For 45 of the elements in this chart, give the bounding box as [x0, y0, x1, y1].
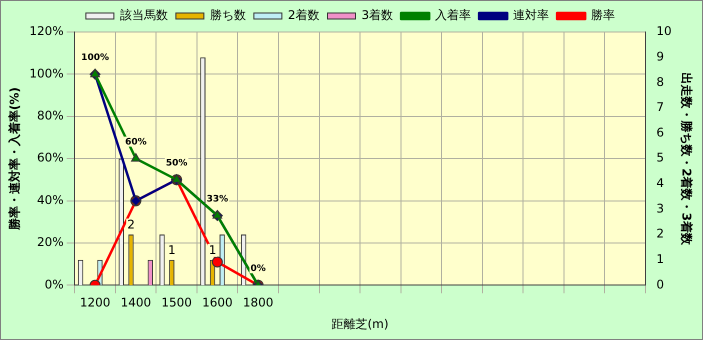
y2-tick-label: 6: [656, 125, 664, 140]
data-label: 2: [127, 218, 135, 232]
y-tick-label: 80%: [37, 108, 64, 123]
y2-tick-label: 0: [656, 277, 664, 292]
data-label: 50%: [166, 158, 188, 169]
x-axis-title: 距離芝(m): [331, 316, 389, 331]
y-axis-title: 勝率・連対率・入着率(%): [7, 87, 22, 232]
y-tick-label: 120%: [29, 24, 64, 38]
y2-tick-label: 10: [656, 24, 672, 38]
y-tick-label: 0%: [44, 277, 64, 292]
y2-tick-label: 7: [656, 100, 664, 114]
x-tick-label: 1600: [202, 296, 233, 310]
y2-axis-title: 出走数・勝ち数・2着数・3着数: [680, 72, 694, 246]
y-tick-label: 100%: [29, 66, 64, 80]
data-label: 60%: [125, 137, 147, 148]
legend-label: 2着数: [288, 8, 320, 22]
y-tick-label: 60%: [37, 150, 64, 165]
legend-label: 3着数: [362, 8, 394, 22]
x-tick-label: 1200: [80, 296, 110, 310]
point: [131, 153, 141, 162]
legend-label: 入着率: [435, 8, 472, 22]
y2-tick-label: 2: [656, 226, 664, 241]
legend-label: 該当馬数: [120, 8, 168, 22]
y2-tick-label: 1: [656, 252, 664, 266]
data-label: 1: [168, 243, 176, 258]
legend-label: 連対率: [513, 8, 550, 22]
point: [90, 68, 100, 78]
data-label: 33%: [206, 194, 228, 204]
point: [172, 174, 182, 183]
y2-tick-label: 9: [656, 49, 664, 64]
legend-label: 勝率: [591, 8, 616, 22]
y2-tick-label: 3: [656, 201, 664, 216]
y2-tick-label: 5: [656, 150, 664, 165]
point: [212, 210, 222, 219]
legend-label: 勝ち数: [210, 8, 246, 22]
data-label: 0%: [250, 264, 266, 274]
data-label: 1: [208, 243, 216, 258]
x-tick-label: 1500: [161, 296, 192, 310]
y2-tick-label: 8: [656, 74, 664, 89]
y2-tick-label: 4: [656, 176, 664, 190]
y-tick-label: 20%: [37, 235, 64, 250]
data-label: 100%: [81, 53, 109, 64]
x-tick-label: 1800: [242, 296, 274, 310]
y-tick-label: 40%: [37, 192, 64, 207]
x-tick-label: 1400: [120, 296, 152, 310]
